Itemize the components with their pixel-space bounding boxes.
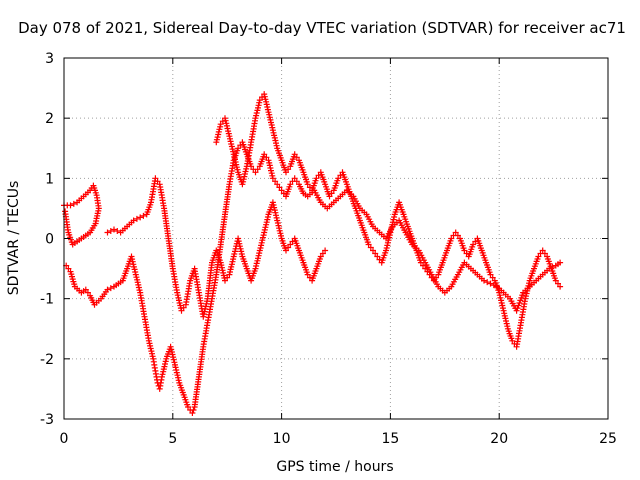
data-markers	[61, 91, 564, 416]
data-point	[111, 226, 117, 233]
data-point-trace	[107, 228, 114, 234]
x-tick-label: 20	[490, 431, 508, 447]
axis-ticks: 0 5 10 15 20 25 -3 -2 -1 0 1 2 3	[40, 51, 617, 447]
data-point	[189, 410, 196, 416]
data-point-trace	[107, 285, 114, 292]
grid-lines	[64, 58, 608, 419]
data-point	[104, 229, 111, 236]
series-3	[104, 175, 329, 320]
data-point-trace	[84, 289, 91, 296]
data-point	[235, 145, 242, 152]
data-point	[137, 214, 144, 221]
data-point	[322, 247, 329, 254]
data-point-trace	[484, 279, 491, 286]
data-point	[487, 280, 494, 287]
data-point	[481, 277, 487, 284]
x-tick-label: 5	[168, 431, 177, 447]
series-2	[63, 139, 564, 416]
data-point-trace	[190, 407, 197, 413]
x-tick-label: 25	[599, 431, 617, 447]
data-point	[557, 259, 564, 266]
y-axis-title: SDTVAR / TECUs	[6, 181, 22, 296]
data-point	[67, 202, 74, 209]
x-axis-title: GPS time / hours	[276, 459, 393, 475]
data-point	[104, 286, 111, 293]
x-tick-label: 15	[381, 431, 399, 447]
data-point-trace	[114, 228, 121, 234]
y-tick-label: -2	[40, 352, 54, 368]
y-tick-label: 3	[45, 51, 54, 67]
series-1	[61, 182, 102, 248]
data-point	[374, 253, 381, 260]
y-tick-label: -1	[40, 292, 54, 308]
data-point-trace	[70, 200, 77, 207]
y-tick-label: 2	[45, 111, 54, 127]
data-point	[274, 181, 281, 188]
y-tick-label: 0	[45, 232, 54, 248]
y-tick-label: 1	[45, 171, 54, 187]
data-point	[304, 181, 311, 188]
x-tick-label: 0	[60, 431, 69, 447]
data-point-trace	[222, 117, 229, 124]
x-tick-label: 10	[273, 431, 291, 447]
data-point-trace	[140, 212, 147, 219]
series-4	[213, 91, 564, 350]
data-point	[557, 283, 564, 290]
data-point-trace	[133, 215, 140, 222]
data-point	[62, 208, 69, 215]
y-tick-label: -3	[40, 412, 54, 428]
chart-title: Day 078 of 2021, Sidereal Day-to-day VTE…	[18, 19, 626, 37]
data-point	[130, 217, 137, 224]
